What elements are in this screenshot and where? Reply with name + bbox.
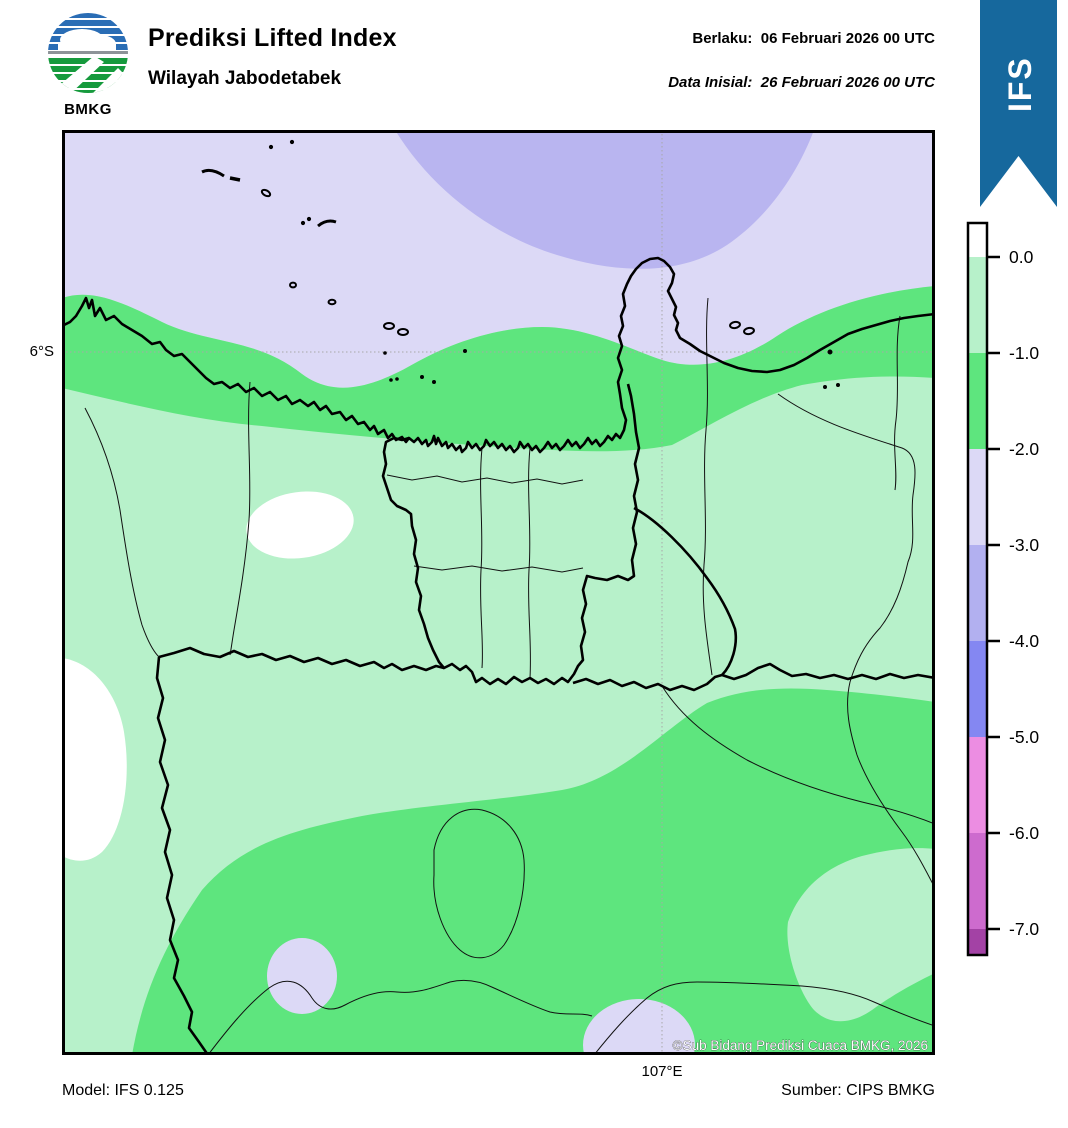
colorbar-segment [968,449,987,545]
colorbar: 0.0 -1.0 -2.0 -3.0 -4.0 -5.0 -6.0 -7.0 [966,221,1039,957]
admin-boundaries-thin [84,297,935,1055]
colorbar-outline [966,221,989,957]
initial-time-label: Data Inisial: [668,74,753,91]
valid-time: Berlaku: 06 Februari 2026 00 UTC [692,30,935,47]
fill-lavender-patch-south [583,999,695,1055]
model-caption: Model: IFS 0.125 [62,1082,184,1099]
colorbar-tick-label: -6.0 [1009,823,1039,843]
bmkg-logo: BMKG [40,10,136,118]
colorbar-segment [968,353,987,449]
colorbar-tick-label: -7.0 [1009,919,1039,939]
fill-light-green-lens [787,848,935,1022]
bmkg-logo-image [48,13,128,93]
colorbar-tick-label: -4.0 [1009,631,1039,651]
islands [201,139,840,389]
colorbar-tick-label: -3.0 [1009,535,1039,555]
page-title: Prediksi Lifted Index [148,24,397,52]
ribbon-banner-shape [980,0,1057,207]
fill-green-band [62,286,935,452]
fill-periwinkle-blob [395,130,814,269]
graticule [62,130,935,1055]
valid-time-label: Berlaku: [692,30,753,47]
colorbar-tick-label: -5.0 [1009,727,1039,747]
colorbar-segment [968,641,987,737]
fill-white-patch-center [246,491,354,559]
initial-time: Data Inisial: 26 Februari 2026 00 UTC [668,74,935,91]
colorbar-tick-label: -1.0 [1009,343,1039,363]
valid-time-value: 06 Februari 2026 00 UTC [760,30,935,47]
colorbar-tick-label: 0.0 [1009,247,1034,267]
bmkg-logo-text: BMKG [64,101,112,118]
source-caption: Sumber: CIPS BMKG [781,1082,935,1099]
colorbar-segment [968,929,987,955]
coastline [62,256,935,454]
colorbar-segment [968,223,987,257]
model-ribbon: IFS [980,0,1057,207]
map-border [62,130,935,1055]
admin-boundaries-thick [155,383,935,1055]
page-subtitle: Wilayah Jabodetabek [148,68,342,89]
colorbar-segment [968,257,987,353]
colorbar-tick-label: -2.0 [1009,439,1039,459]
colorbar-segment [968,833,987,929]
lat-tick-label: 6°S [29,343,54,360]
fill-white-patch-west [62,658,127,861]
colorbar-segment [968,545,987,641]
ribbon-label: IFS [1002,56,1038,112]
weather-map: ©Sub Bidang Prediksi Cuaca BMKG, 2026 [62,130,935,1055]
initial-time-value: 26 Februari 2026 00 UTC [760,74,935,91]
colorbar-segment [968,737,987,833]
fill-lavender-patch-southwest [267,938,337,1014]
map-copyright: ©Sub Bidang Prediksi Cuaca BMKG, 2026 [673,1038,928,1053]
lon-tick-label: 107°E [641,1063,683,1080]
